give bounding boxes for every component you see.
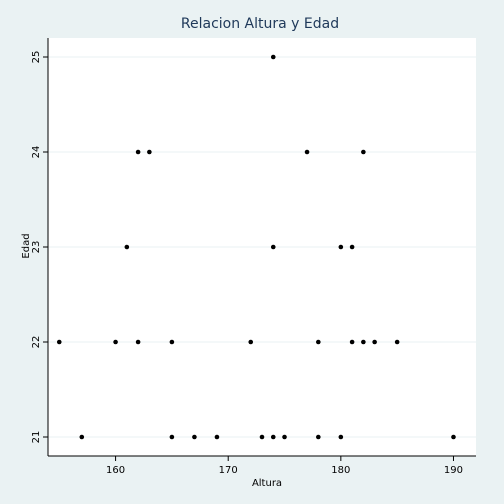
data-point-16 [349,339,355,345]
x-tick-label-160: 160 [106,465,125,476]
y-tick-label-24: 24 [31,146,42,159]
data-point-28 [338,434,344,440]
data-point-11 [113,339,118,345]
data-point-5 [361,149,366,155]
y-axis-title: Edad [21,233,32,258]
x-tick-label-180: 180 [331,465,350,476]
data-point-6 [124,244,130,250]
data-point-22 [192,434,197,440]
data-point-4 [304,149,310,155]
y-tick-label-22: 22 [31,336,42,349]
chart-title: Relacion Altura y Edad [181,16,339,32]
y-tick-label-21: 21 [31,431,42,444]
data-point-17 [361,339,366,345]
data-point-26 [282,434,287,440]
data-points [56,54,456,440]
data-point-19 [394,339,400,345]
data-point-1 [270,54,276,60]
data-point-18 [372,339,377,345]
data-point-14 [248,339,254,345]
data-point-9 [349,244,355,250]
data-point-24 [259,434,265,440]
gridlines [48,56,476,438]
axes: 21 22 23 24 25 160 170 180 190 [31,38,476,476]
y-tick-label-25: 25 [31,51,42,64]
x-tick-label-170: 170 [219,465,238,476]
x-axis-title: Altura [252,478,282,489]
data-point-7 [270,244,276,250]
data-point-20 [79,434,85,440]
data-point-12 [135,339,141,345]
data-point-10 [56,339,62,345]
data-point-25 [270,434,276,440]
data-point-3 [147,149,152,155]
x-tick-label-190: 190 [444,465,463,476]
data-point-29 [451,434,456,440]
data-point-21 [169,434,175,440]
data-point-13 [169,339,175,345]
data-point-27 [316,434,321,440]
y-tick-label-23: 23 [31,241,42,254]
data-point-15 [316,339,321,345]
data-point-8 [338,244,344,250]
data-point-23 [214,434,220,440]
data-point-2 [135,149,141,155]
